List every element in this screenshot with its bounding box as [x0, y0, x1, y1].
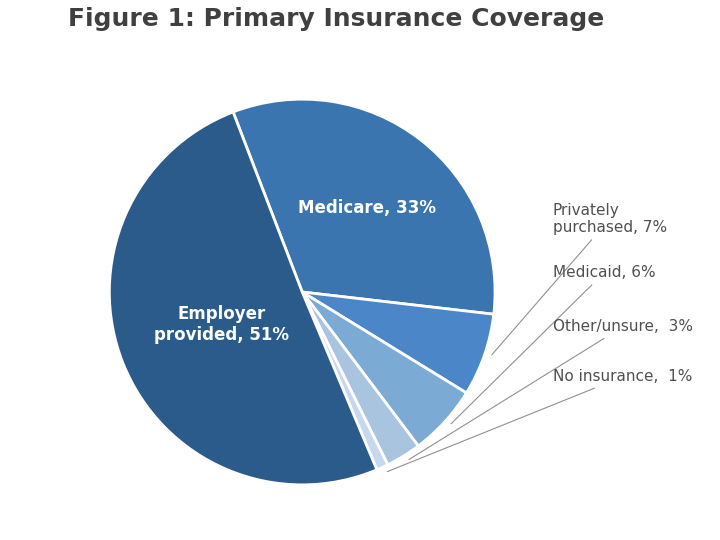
Wedge shape: [302, 292, 467, 446]
Text: Other/unsure,  3%: Other/unsure, 3%: [409, 319, 693, 460]
Title: Figure 1: Primary Insurance Coverage: Figure 1: Primary Insurance Coverage: [68, 7, 604, 31]
Text: Employer
provided, 51%: Employer provided, 51%: [154, 305, 289, 344]
Wedge shape: [302, 292, 494, 393]
Wedge shape: [302, 292, 418, 465]
Text: Privately
purchased, 7%: Privately purchased, 7%: [492, 202, 667, 355]
Wedge shape: [233, 99, 495, 314]
Text: Medicare, 33%: Medicare, 33%: [298, 199, 436, 217]
Wedge shape: [302, 292, 388, 470]
Wedge shape: [109, 112, 377, 485]
Text: No insurance,  1%: No insurance, 1%: [387, 369, 692, 471]
Text: Medicaid, 6%: Medicaid, 6%: [451, 265, 655, 424]
